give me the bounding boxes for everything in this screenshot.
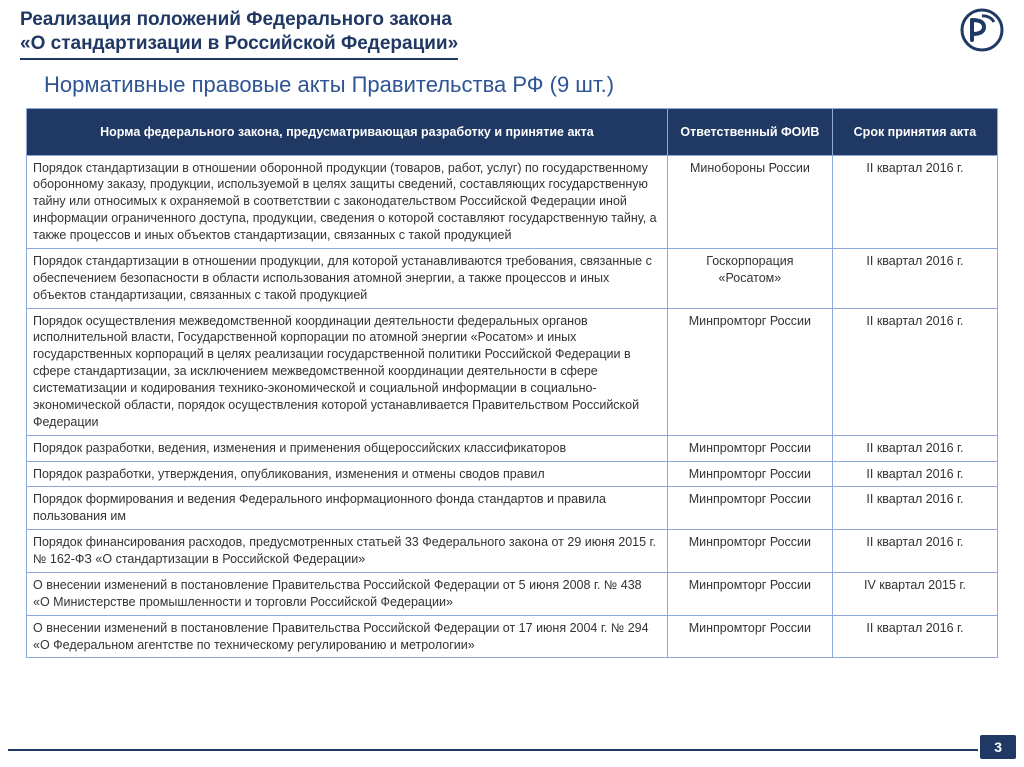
cell-agency: Минобороны России xyxy=(667,155,832,248)
table-row: Порядок осуществления межведомственной к… xyxy=(27,308,998,435)
cell-agency: Минпромторг России xyxy=(667,615,832,658)
cell-deadline: IV квартал 2015 г. xyxy=(832,572,997,615)
slide-subtitle: Нормативные правовые акты Правительства … xyxy=(0,64,1024,108)
rosstandart-logo-icon xyxy=(960,8,1004,52)
cell-norm: Порядок разработки, утверждения, опублик… xyxy=(27,461,668,487)
cell-agency: Минпромторг России xyxy=(667,308,832,435)
cell-norm: Порядок стандартизации в отношении оборо… xyxy=(27,155,668,248)
cell-agency: Минпромторг России xyxy=(667,461,832,487)
cell-deadline: II квартал 2016 г. xyxy=(832,435,997,461)
slide-header: Реализация положений Федерального закона… xyxy=(0,0,1024,64)
cell-agency: Минпромторг России xyxy=(667,572,832,615)
header-line2: «О стандартизации в Российской Федерации… xyxy=(20,33,458,54)
cell-deadline: II квартал 2016 г. xyxy=(832,615,997,658)
cell-deadline: II квартал 2016 г. xyxy=(832,461,997,487)
table-row: Порядок стандартизации в отношении проду… xyxy=(27,248,998,308)
cell-norm: Порядок формирования и ведения Федеральн… xyxy=(27,487,668,530)
acts-table-container: Норма федерального закона, предусматрива… xyxy=(0,108,1024,659)
cell-agency: Минпромторг России xyxy=(667,530,832,573)
header-line1: Реализация положений Федерального закона xyxy=(20,9,452,30)
cell-norm: О внесении изменений в постановление Пра… xyxy=(27,615,668,658)
footer-divider xyxy=(8,749,978,751)
cell-agency: Минпромторг России xyxy=(667,435,832,461)
table-row: Порядок стандартизации в отношении оборо… xyxy=(27,155,998,248)
table-header-row: Норма федерального закона, предусматрива… xyxy=(27,108,998,155)
cell-norm: Порядок финансирования расходов, предусм… xyxy=(27,530,668,573)
table-row: О внесении изменений в постановление Пра… xyxy=(27,572,998,615)
col-header-agency: Ответственный ФОИВ xyxy=(667,108,832,155)
page-number: 3 xyxy=(980,735,1016,759)
table-row: Порядок формирования и ведения Федеральн… xyxy=(27,487,998,530)
cell-deadline: II квартал 2016 г. xyxy=(832,487,997,530)
cell-norm: О внесении изменений в постановление Пра… xyxy=(27,572,668,615)
header-title: Реализация положений Федерального закона… xyxy=(20,8,458,60)
col-header-norm: Норма федерального закона, предусматрива… xyxy=(27,108,668,155)
cell-norm: Порядок разработки, ведения, изменения и… xyxy=(27,435,668,461)
table-row: Порядок финансирования расходов, предусм… xyxy=(27,530,998,573)
table-row: Порядок разработки, ведения, изменения и… xyxy=(27,435,998,461)
cell-agency: Минпромторг России xyxy=(667,487,832,530)
table-row: Порядок разработки, утверждения, опублик… xyxy=(27,461,998,487)
cell-deadline: II квартал 2016 г. xyxy=(832,155,997,248)
acts-table: Норма федерального закона, предусматрива… xyxy=(26,108,998,659)
col-header-deadline: Срок принятия акта xyxy=(832,108,997,155)
cell-deadline: II квартал 2016 г. xyxy=(832,248,997,308)
table-row: О внесении изменений в постановление Пра… xyxy=(27,615,998,658)
cell-deadline: II квартал 2016 г. xyxy=(832,308,997,435)
cell-norm: Порядок стандартизации в отношении проду… xyxy=(27,248,668,308)
cell-agency: Госкорпорация «Росатом» xyxy=(667,248,832,308)
cell-deadline: II квартал 2016 г. xyxy=(832,530,997,573)
cell-norm: Порядок осуществления межведомственной к… xyxy=(27,308,668,435)
